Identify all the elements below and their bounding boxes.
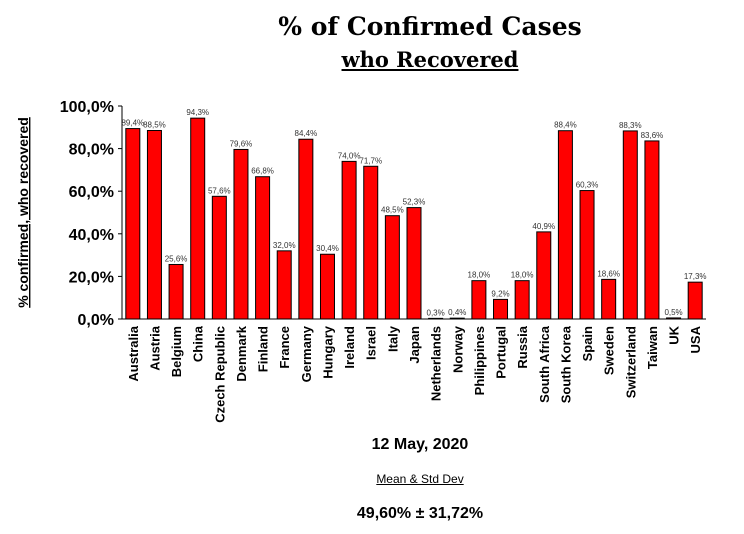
data-label: 83,6%	[641, 131, 664, 140]
x-tick-label: Sweden	[602, 326, 617, 375]
y-axis-label: % confirmed, who recovered	[15, 117, 31, 308]
bar-finland	[255, 176, 271, 320]
data-label: 88,3%	[619, 121, 642, 130]
data-label: 71,7%	[359, 156, 382, 165]
data-label: 9,2%	[491, 289, 509, 298]
bar-usa	[687, 281, 703, 320]
data-label: 57,6%	[208, 186, 231, 195]
bar-germany	[298, 138, 314, 320]
stats-label: Mean & Std Dev	[376, 472, 464, 486]
bar-denmark	[233, 148, 249, 320]
data-label: 32,0%	[273, 241, 296, 250]
data-label: 0,5%	[664, 308, 682, 317]
data-label: 18,6%	[597, 269, 620, 278]
x-tick-label: South Africa	[537, 325, 552, 403]
bar-netherlands	[428, 317, 444, 320]
bar-israel	[363, 165, 379, 320]
bar-uk	[666, 317, 682, 320]
x-tick-label: Norway	[450, 325, 465, 373]
x-tick-label: Japan	[407, 326, 422, 364]
bar-norway	[449, 317, 465, 320]
x-tick-label: France	[277, 326, 292, 369]
x-tick-label: Switzerland	[623, 326, 638, 398]
bar-belgium	[168, 263, 184, 320]
y-tick-label: 0,0%	[78, 312, 114, 329]
data-label: 40,9%	[532, 222, 555, 231]
x-tick-label: Australia	[126, 325, 141, 381]
bar-south-africa	[536, 231, 552, 320]
data-label: 0,3%	[427, 308, 445, 317]
x-tick-label: Philippines	[472, 326, 487, 395]
bar-portugal	[493, 298, 509, 320]
y-tick-label: 40,0%	[69, 227, 114, 244]
bar-south-korea	[557, 130, 573, 320]
x-tick-label: Israel	[364, 326, 379, 360]
data-label: 52,3%	[403, 198, 426, 207]
x-tick-label: Spain	[580, 326, 595, 361]
chart-subtitle: who Recovered	[341, 47, 519, 72]
x-tick-label: Italy	[385, 325, 400, 352]
data-label: 48,5%	[381, 206, 404, 215]
x-tick-label: Netherlands	[429, 326, 444, 401]
data-label: 88,4%	[554, 121, 577, 130]
data-label: 94,3%	[186, 108, 209, 117]
bar-australia	[125, 128, 141, 320]
y-tick-label: 20,0%	[69, 269, 114, 286]
x-tick-label: Portugal	[494, 326, 509, 379]
bar-switzerland	[622, 130, 638, 320]
x-tick-label: Austria	[147, 325, 162, 371]
x-tick-label: Denmark	[234, 325, 249, 381]
data-label: 18,0%	[511, 271, 534, 280]
bar-hungary	[319, 253, 335, 320]
bar-sweden	[601, 278, 617, 320]
data-label: 25,6%	[165, 254, 188, 263]
x-tick-label: Russia	[515, 325, 530, 368]
data-label: 66,8%	[251, 167, 274, 176]
data-label: 0,4%	[448, 308, 466, 317]
bar-philippines	[471, 280, 487, 320]
data-label: 30,4%	[316, 244, 339, 253]
y-tick-label: 60,0%	[69, 184, 114, 201]
data-label: 84,4%	[295, 129, 318, 138]
data-label: 17,3%	[684, 272, 707, 281]
x-tick-label: China	[191, 325, 206, 362]
x-tick-label: Germany	[299, 325, 314, 382]
data-label: 18,0%	[468, 271, 491, 280]
data-label: 79,6%	[230, 139, 253, 148]
x-tick-label: South Korea	[558, 325, 573, 403]
x-tick-label: Finland	[256, 326, 271, 372]
x-tick-label: Belgium	[169, 326, 184, 377]
x-tick-label: Hungary	[320, 325, 335, 379]
data-label: 74,0%	[338, 151, 361, 160]
x-tick-label: Taiwan	[645, 326, 660, 369]
x-tick-label: Ireland	[342, 326, 357, 369]
data-label: 89,4%	[121, 119, 144, 128]
chart-title: % of Confirmed Cases	[278, 12, 582, 41]
x-tick-label: Czech Republic	[212, 326, 227, 423]
date-label: 12 May, 2020	[371, 436, 469, 453]
y-tick-label: 80,0%	[69, 142, 114, 159]
bar-ireland	[341, 160, 357, 320]
y-tick-label: 100,0%	[60, 99, 114, 116]
bar-japan	[406, 207, 422, 320]
stats-value: 49,60% ± 31,72%	[356, 505, 484, 522]
bar-france	[276, 250, 292, 320]
bar-taiwan	[644, 140, 660, 320]
bar-austria	[146, 129, 162, 320]
bar-italy	[384, 215, 400, 320]
x-tick-label: UK	[667, 325, 682, 344]
bar-czech-republic	[211, 195, 227, 320]
bar-china	[190, 117, 206, 320]
data-label: 88,5%	[143, 120, 166, 129]
bar-spain	[579, 190, 595, 320]
bar-russia	[514, 280, 530, 320]
data-label: 60,3%	[576, 181, 599, 190]
x-tick-label: USA	[688, 325, 703, 353]
